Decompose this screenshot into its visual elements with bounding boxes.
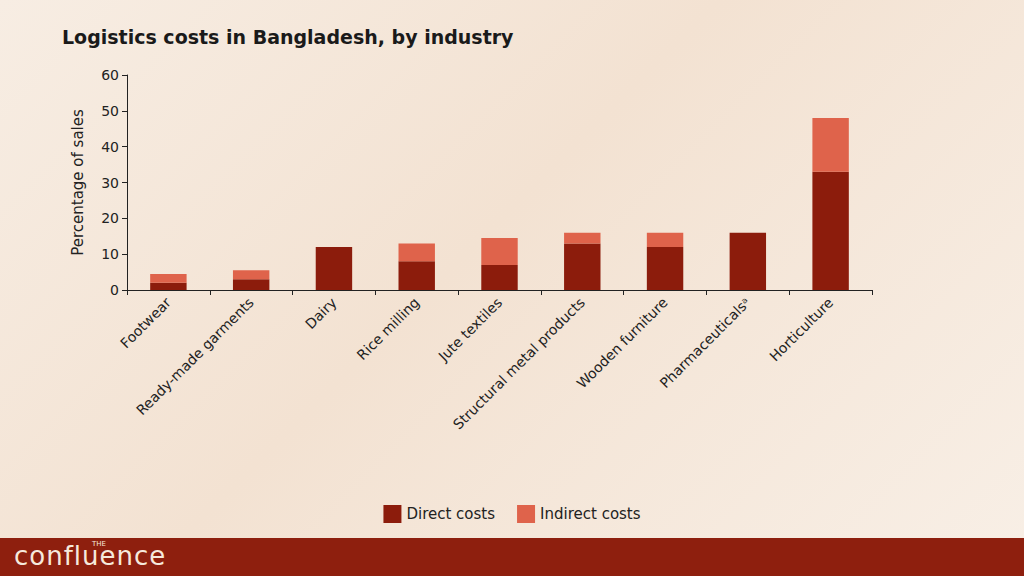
svg-text:30: 30: [101, 175, 119, 191]
svg-text:Rice milling: Rice milling: [354, 294, 423, 363]
svg-text:Horticulture: Horticulture: [766, 294, 836, 364]
html-text:confluence: confluence: [14, 541, 167, 571]
svg-text:Direct costs: Direct costs: [406, 505, 495, 523]
svg-text:Pharmaceuticalsᵃ: Pharmaceuticalsᵃ: [657, 294, 754, 391]
svg-text:50: 50: [101, 103, 119, 119]
svg-text:40: 40: [101, 139, 119, 155]
svg-text:20: 20: [101, 210, 119, 226]
svg-text:Wooden furniture: Wooden furniture: [574, 294, 671, 391]
svg-text:Ready-made garments: Ready-made garments: [133, 294, 257, 418]
html-text:THE: THE: [92, 540, 106, 548]
svg-text:Logistics costs in Bangladesh,: Logistics costs in Bangladesh, by indust…: [62, 26, 514, 48]
svg-text:60: 60: [101, 67, 119, 83]
svg-text:Dairy: Dairy: [302, 294, 340, 332]
svg-text:Footwear: Footwear: [117, 294, 174, 351]
svg-text:Percentage of sales: Percentage of sales: [69, 109, 87, 256]
svg-text:Indirect costs: Indirect costs: [540, 505, 641, 523]
svg-text:0: 0: [110, 282, 119, 298]
svg-text:10: 10: [101, 246, 119, 262]
svg-text:Jute textiles: Jute textiles: [435, 294, 506, 365]
svg-text:Structural metal products: Structural metal products: [450, 294, 588, 432]
